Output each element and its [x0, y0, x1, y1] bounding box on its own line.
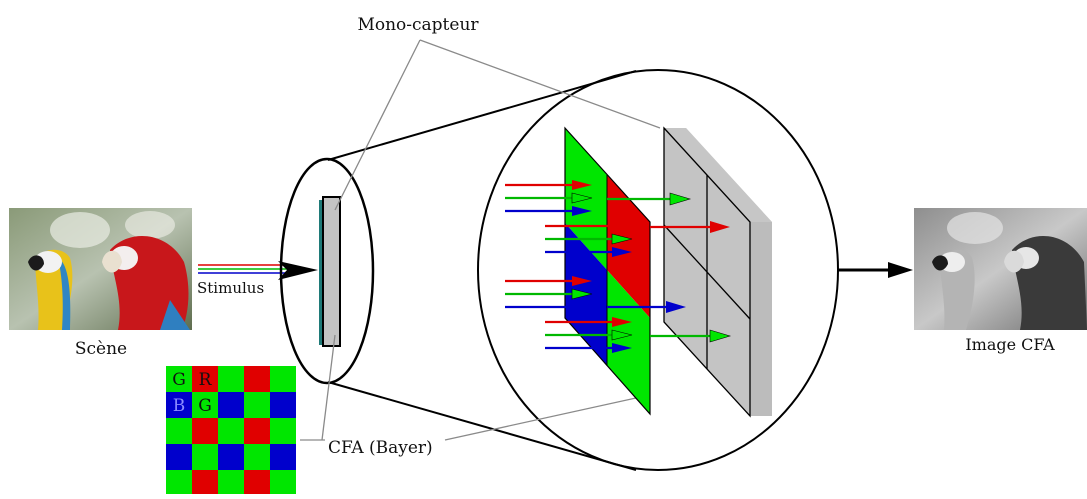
- bayer-cell-g: [244, 444, 270, 470]
- sensor-leader-lines: [334, 39, 661, 211]
- bayer-cell-g: [166, 418, 192, 444]
- bayer-cell-r: [192, 418, 218, 444]
- cfa-image-label: Image CFA: [965, 335, 1055, 354]
- scene-label: Scène: [75, 339, 127, 359]
- bayer-cell-r: [192, 366, 218, 392]
- bayer-letter: R: [199, 370, 213, 390]
- bayer-cell-g: [192, 444, 218, 470]
- zoom-circle: [477, 69, 839, 471]
- output-arrow: [838, 262, 913, 278]
- bayer-cell-g: [218, 470, 244, 496]
- bayer-cell-g: [192, 392, 218, 418]
- stimulus-rays: [198, 261, 318, 280]
- bayer-pattern-grid: G RB G: [166, 366, 296, 496]
- bayer-cell-b: [270, 392, 296, 418]
- filtered-rays: [607, 192, 732, 343]
- bayer-cell-b: [166, 392, 192, 418]
- sensor-array-3d: [663, 126, 772, 418]
- zoom-source-ellipse: [279, 157, 375, 385]
- bayer-cell-r: [192, 470, 218, 496]
- bayer-letter: B: [173, 396, 186, 416]
- zoom-line-bottom: [327, 381, 637, 471]
- bayer-cell-g: [166, 470, 192, 496]
- bayer-cell-g: [270, 470, 296, 496]
- bayer-letter: G: [172, 370, 186, 390]
- bayer-cell-g: [270, 418, 296, 444]
- bayer-cell-g: [244, 392, 270, 418]
- bayer-cell-g: [166, 366, 192, 392]
- bayer-cell-b: [218, 444, 244, 470]
- incoming-rays-top: [505, 180, 633, 257]
- stimulus-label: Stimulus: [197, 279, 264, 297]
- bayer-cell-b: [218, 392, 244, 418]
- zoom-line-top: [327, 70, 637, 161]
- cfa-image: [914, 208, 1087, 330]
- scene-image: [9, 208, 192, 330]
- bayer-cell-r: [244, 366, 270, 392]
- bayer-cell-g: [218, 418, 244, 444]
- bayer-cell-b: [270, 444, 296, 470]
- bayer-cell-g: [270, 366, 296, 392]
- bayer-cell-r: [244, 470, 270, 496]
- cfa-label: CFA (Bayer): [328, 438, 433, 458]
- incoming-rays-bottom: [505, 276, 633, 353]
- bayer-letter: G: [198, 396, 212, 416]
- sensor-label: Mono-capteur: [357, 15, 479, 35]
- bayer-cell-b: [166, 444, 192, 470]
- cfa-leader-lines: [300, 334, 637, 441]
- bayer-cell-r: [244, 418, 270, 444]
- cfa-filter-layer: [564, 126, 651, 416]
- sensor-small: [319, 196, 341, 347]
- bayer-cell-g: [218, 366, 244, 392]
